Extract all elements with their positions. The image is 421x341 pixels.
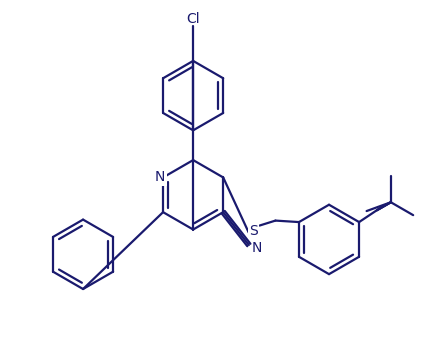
- Text: S: S: [249, 223, 258, 238]
- Text: Cl: Cl: [187, 12, 200, 26]
- Text: N: N: [252, 241, 262, 255]
- Text: N: N: [155, 170, 165, 184]
